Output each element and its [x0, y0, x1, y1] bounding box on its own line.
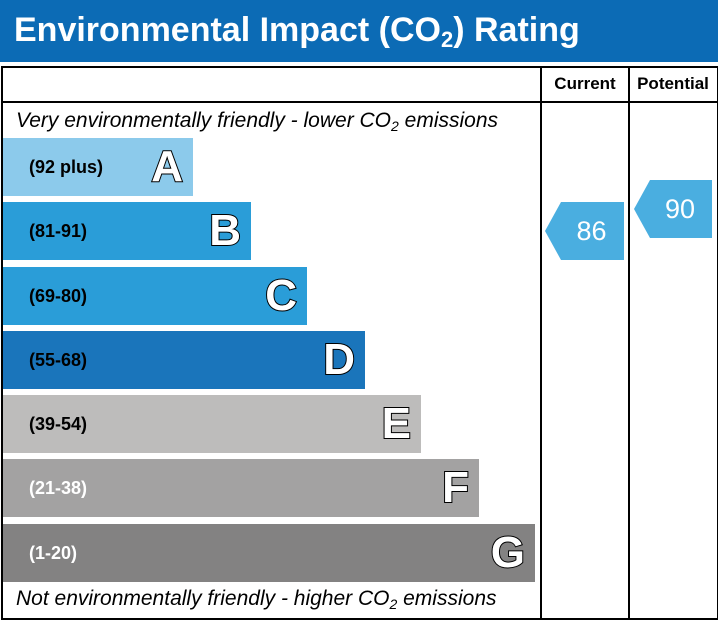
band-d: (55-68) D	[3, 331, 365, 389]
column-header-potential: Potential	[637, 74, 709, 93]
band-letter: D	[322, 334, 356, 385]
band-range-label: (39-54)	[29, 414, 88, 434]
band-letter: B	[208, 205, 242, 256]
band-f: (21-38) F	[3, 459, 479, 517]
current-rating-arrow: 86	[545, 202, 624, 260]
current-rating-value: 86	[576, 216, 607, 246]
band-a: (92 plus) A	[3, 138, 193, 196]
band-b: (81-91) B	[3, 202, 251, 260]
header-row-divider	[1, 101, 717, 103]
band-letter: G	[490, 527, 526, 578]
bottom-note: Not environmentally friendly - higher CO…	[16, 587, 497, 612]
band-g: (1-20) G	[3, 524, 535, 582]
band-range-label: (55-68)	[29, 350, 88, 370]
potential-rating-arrow: 90	[634, 180, 712, 238]
band-letter: C	[264, 270, 298, 321]
column-divider-current	[540, 66, 542, 618]
band-letter: F	[441, 462, 470, 513]
band-c: (69-80) C	[3, 267, 307, 325]
column-divider-potential	[628, 66, 630, 618]
band-letter: A	[150, 141, 184, 192]
potential-arrow-shape	[634, 180, 712, 238]
band-letter: E	[381, 398, 412, 449]
current-arrow-shape	[545, 202, 624, 260]
band-e: (39-54) E	[3, 395, 421, 453]
page-title: Environmental Impact (CO2) Rating	[14, 11, 580, 52]
band-range-label: (92 plus)	[29, 157, 104, 177]
potential-rating-value: 90	[664, 194, 696, 224]
band-range-label: (69-80)	[29, 286, 88, 306]
band-range-label: (21-38)	[29, 478, 88, 498]
top-note: Very environmentally friendly - lower CO…	[16, 109, 499, 134]
band-range-label: (81-91)	[29, 221, 88, 241]
column-header-current: Current	[554, 74, 616, 93]
band-range-label: (1-20)	[29, 543, 78, 563]
header-bar: Environmental Impact (CO2) Rating	[0, 0, 718, 62]
